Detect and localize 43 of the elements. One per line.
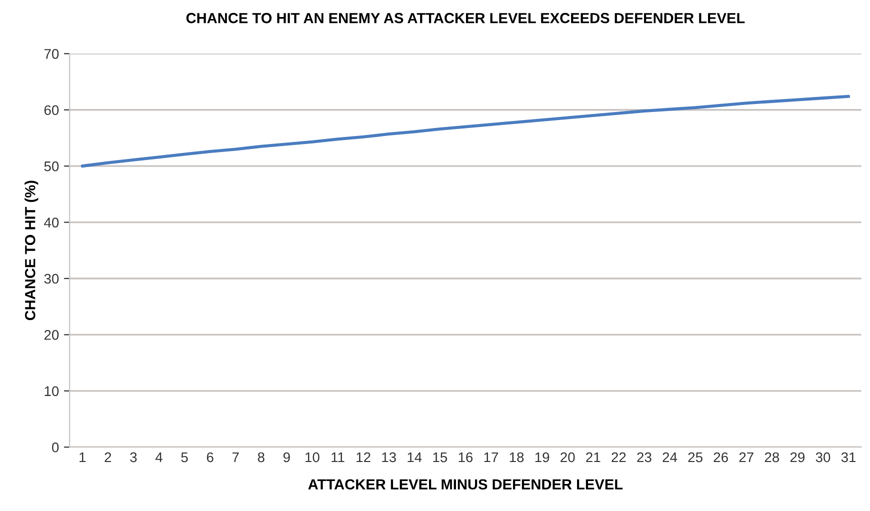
x-tick-label: 10 xyxy=(306,452,320,462)
x-tick-label: 15 xyxy=(433,452,448,462)
x-tick-label: 1 xyxy=(80,452,86,462)
y-axis-title: CHANCE TO HIT (%) xyxy=(24,180,38,320)
x-tick-label: 31 xyxy=(841,452,856,462)
line-series xyxy=(80,94,850,168)
y-tick-label: 20 xyxy=(44,330,59,340)
x-tick-label: 25 xyxy=(688,452,702,462)
x-tick-label: 12 xyxy=(356,452,370,462)
y-tick-label: 40 xyxy=(44,218,59,228)
y-tick-label: 10 xyxy=(44,386,59,396)
x-tick-label: 21 xyxy=(586,452,600,462)
x-axis-title: ATTACKER LEVEL MINUS DEFENDER LEVEL xyxy=(308,479,623,490)
x-tick-label: 29 xyxy=(790,452,805,462)
y-tick-label: 0 xyxy=(52,442,59,452)
x-tick-label: 2 xyxy=(104,452,112,462)
x-tick-label: 9 xyxy=(283,452,290,462)
y-tick-label: 70 xyxy=(44,48,59,59)
x-tick-label: 5 xyxy=(181,452,188,462)
y-tick-label: 30 xyxy=(44,274,59,284)
x-tick-label: 22 xyxy=(612,452,626,462)
x-tick-label: 20 xyxy=(560,452,575,462)
chart-title: CHANCE TO HIT AN ENEMY AS ATTACKER LEVEL EXCEEDS DEFENDER LEVEL xyxy=(186,12,745,24)
x-tick-label: 4 xyxy=(155,452,162,462)
x-tick-label: 19 xyxy=(535,452,550,462)
x-tick-label: 8 xyxy=(258,452,264,462)
x-tick-label: 11 xyxy=(332,452,344,462)
x-tick-label: 7 xyxy=(232,452,239,462)
x-tick-label: 13 xyxy=(382,452,396,462)
x-tick-label: 28 xyxy=(764,452,780,462)
y-tick-label: 60 xyxy=(44,105,59,116)
x-tick-label: 23 xyxy=(637,452,652,462)
x-tick-label: 3 xyxy=(130,452,137,462)
x-tick-label: 27 xyxy=(739,452,754,462)
y-tick-label: 50 xyxy=(44,161,59,172)
x-tick-label: 18 xyxy=(510,452,524,462)
x-tick-label: 17 xyxy=(484,452,498,462)
x-tick-label: 26 xyxy=(714,452,728,462)
x-tick-label: 24 xyxy=(662,452,678,462)
x-tick-label: 16 xyxy=(458,452,473,462)
x-tick-label: 30 xyxy=(816,452,830,462)
x-tick-label: 14 xyxy=(408,452,422,462)
x-tick-label: 6 xyxy=(206,452,214,462)
